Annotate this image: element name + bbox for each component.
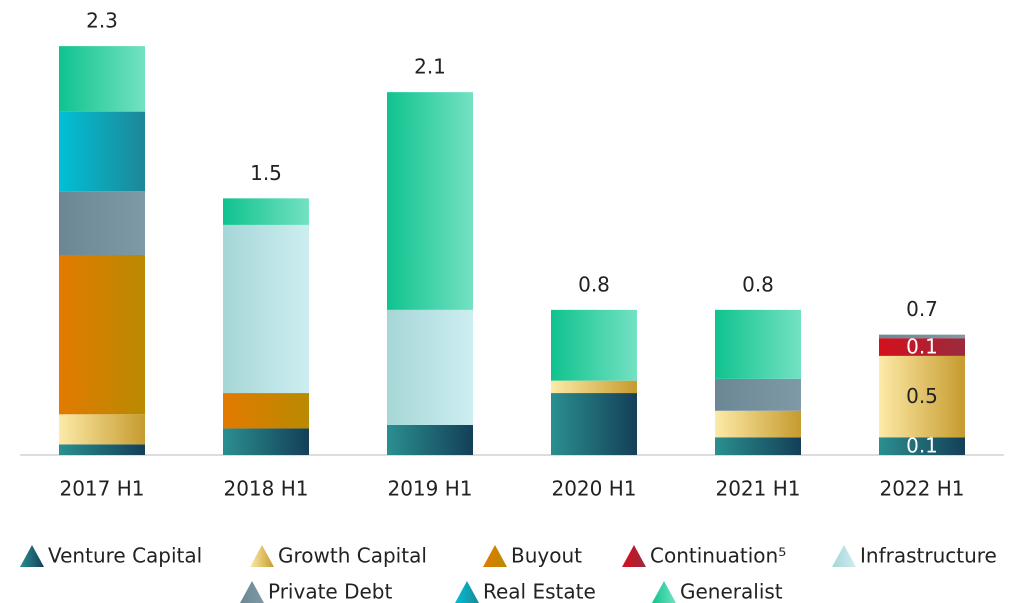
bar-segment bbox=[59, 191, 145, 255]
bar-segment bbox=[59, 414, 145, 445]
x-tick-label: 2021 H1 bbox=[715, 477, 800, 501]
legend-label: Generalist bbox=[680, 580, 783, 603]
total-label: 0.7 bbox=[906, 297, 938, 321]
legend-icon bbox=[483, 545, 507, 567]
legend-label: Private Debt bbox=[268, 580, 392, 603]
bar-segment bbox=[387, 92, 473, 310]
bar-segment bbox=[879, 334, 965, 339]
segment-label: 0.1 bbox=[906, 335, 938, 359]
bar-segment bbox=[551, 380, 637, 394]
legend-label: Infrastructure bbox=[860, 544, 997, 568]
legend-icon bbox=[240, 581, 264, 603]
bar-segment bbox=[715, 309, 801, 379]
legend-label: Buyout bbox=[511, 544, 582, 568]
total-label: 2.3 bbox=[86, 9, 118, 33]
legend-label: Continuation⁵ bbox=[650, 544, 786, 568]
bar-segment bbox=[59, 46, 145, 112]
legend-icon bbox=[250, 545, 274, 567]
legend-icon bbox=[652, 581, 676, 603]
x-tick-label: 2017 H1 bbox=[59, 477, 144, 501]
total-label: 1.5 bbox=[250, 161, 282, 185]
legend-icon bbox=[455, 581, 479, 603]
segment-label: 0.1 bbox=[906, 434, 938, 458]
legend-label: Venture Capital bbox=[48, 544, 202, 568]
bar-segment bbox=[223, 393, 309, 429]
bar-segment bbox=[223, 224, 309, 394]
x-tick-label: 2018 H1 bbox=[223, 477, 308, 501]
bar-segment bbox=[387, 424, 473, 455]
bar-segment bbox=[59, 254, 145, 415]
bar-segment bbox=[223, 428, 309, 455]
segment-label: 0.5 bbox=[906, 384, 938, 408]
bar-segment bbox=[551, 309, 637, 381]
bar-segment bbox=[59, 444, 145, 455]
bar-segment bbox=[387, 309, 473, 425]
bar-segment bbox=[715, 437, 801, 455]
bar-segment bbox=[879, 355, 965, 438]
x-tick-label: 2019 H1 bbox=[387, 477, 472, 501]
bar-segment bbox=[879, 437, 965, 455]
x-tick-label: 2022 H1 bbox=[879, 477, 964, 501]
x-tick-label: 2020 H1 bbox=[551, 477, 636, 501]
legend-icon bbox=[622, 545, 646, 567]
total-label: 0.8 bbox=[578, 272, 610, 296]
bar-segment bbox=[59, 111, 145, 192]
bar-segment bbox=[879, 338, 965, 356]
bar-segment bbox=[551, 393, 637, 455]
bar-segment bbox=[715, 378, 801, 411]
legend-label: Growth Capital bbox=[278, 544, 427, 568]
legend-icon bbox=[832, 545, 856, 567]
bar-segment bbox=[223, 198, 309, 225]
legend-label: Real Estate bbox=[483, 580, 596, 603]
total-label: 0.8 bbox=[742, 272, 774, 296]
legend-icon bbox=[20, 545, 44, 567]
total-label: 2.1 bbox=[414, 55, 446, 79]
bar-segment bbox=[715, 410, 801, 438]
